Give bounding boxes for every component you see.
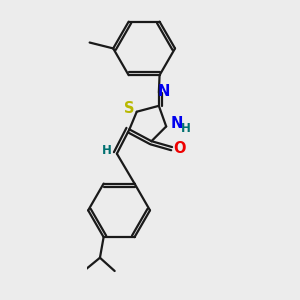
Text: H: H [102,144,112,157]
Text: S: S [124,101,135,116]
Text: O: O [173,141,186,156]
Text: H: H [181,122,191,135]
Text: N: N [158,84,170,99]
Text: N: N [170,116,183,131]
